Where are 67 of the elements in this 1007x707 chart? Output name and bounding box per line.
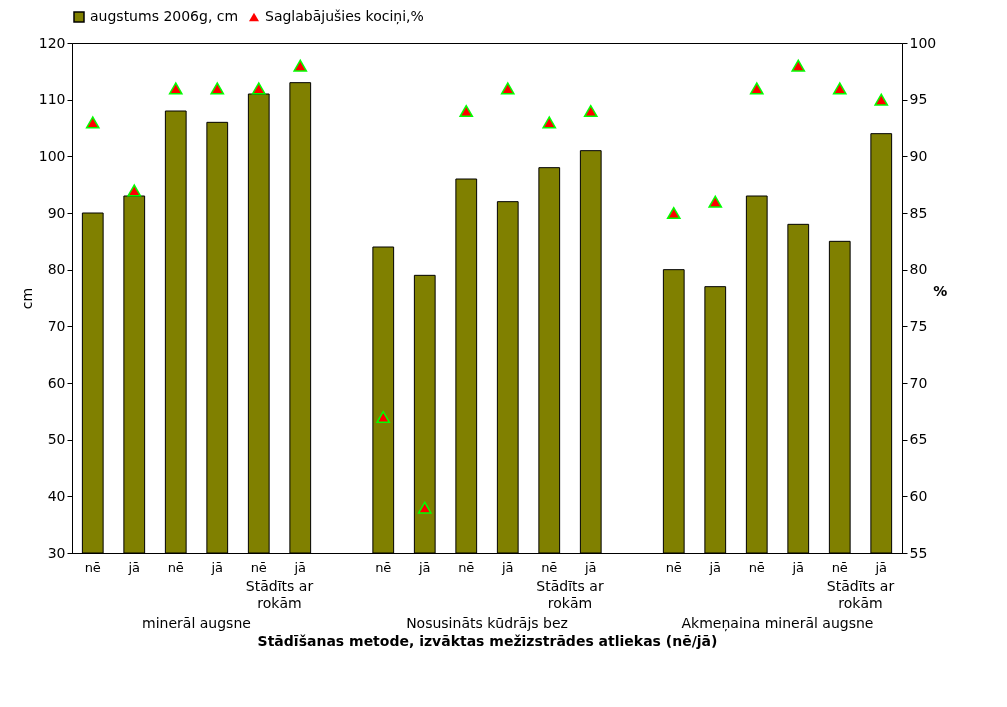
x-tick-label: jā xyxy=(210,559,224,575)
point xyxy=(708,195,723,208)
point xyxy=(542,116,557,129)
point xyxy=(832,82,847,95)
point xyxy=(500,82,515,95)
x-tick-label: nē xyxy=(831,559,848,575)
y2-tick-label: 80 xyxy=(909,261,928,278)
x-tick-label: nē xyxy=(748,559,765,575)
y2-tick-label: 75 xyxy=(909,317,928,334)
y2-tick-label: 95 xyxy=(909,91,928,108)
point xyxy=(874,93,889,106)
y-tick-label: 50 xyxy=(47,431,66,448)
y2-tick-label: 60 xyxy=(909,487,928,504)
x-tick-label: jā xyxy=(417,559,431,575)
x-tick-label: nē xyxy=(665,559,682,575)
point xyxy=(127,184,142,197)
text: Akmeņaina minerāl augsne xyxy=(681,615,874,632)
point xyxy=(376,410,391,424)
x-tick-label: jā xyxy=(708,559,722,575)
point xyxy=(417,501,432,514)
text: minerāl augsne xyxy=(142,615,251,631)
legend-label: Saglabājušies kociņi,% xyxy=(265,8,424,25)
y-tick-label: 90 xyxy=(47,204,66,221)
x-tick-label: nē xyxy=(458,559,475,575)
x-tick-label: jā xyxy=(500,559,514,575)
x-axis-title: Stādīšanas metode, izvāktas mežizstrādes atliekas (nē/jā) xyxy=(257,632,718,649)
x-tick-label: nē xyxy=(250,559,267,575)
y-tick-label: 80 xyxy=(47,261,66,278)
x-tick-label: nē xyxy=(167,559,184,575)
point xyxy=(251,82,266,95)
x-tick-label: jā xyxy=(791,559,805,575)
text: Stādīts ar rokām xyxy=(536,578,604,611)
y-tick-label: 60 xyxy=(47,374,66,391)
point xyxy=(210,82,225,95)
y-tick-label: 100 xyxy=(38,147,66,164)
y2-tick-label: 90 xyxy=(909,147,928,164)
point xyxy=(791,59,806,72)
y-tick-label: 110 xyxy=(38,91,66,108)
point xyxy=(583,104,598,118)
x-tick-label: nē xyxy=(541,559,558,575)
y-tick-label: 30 xyxy=(47,544,66,561)
x-tick-label: jā xyxy=(583,559,597,575)
x-tick-label: nē xyxy=(375,559,392,575)
y-axis-title: cm xyxy=(18,287,35,310)
text: Stādīts ar rokām xyxy=(826,578,895,611)
x-tick-label: jā xyxy=(127,559,141,575)
legend-label: augstums 2006g, cm xyxy=(90,8,239,24)
point xyxy=(293,59,308,72)
text: Stādīts ar rokām xyxy=(245,578,314,611)
y2-tick-label: 65 xyxy=(909,431,928,448)
y2-tick-label: 100 xyxy=(909,34,937,51)
x-tick-label: jā xyxy=(874,559,888,575)
point xyxy=(666,206,681,220)
y2-tick-label: 85 xyxy=(909,204,928,221)
point xyxy=(459,104,474,118)
x-tick-label: jā xyxy=(293,559,307,575)
y2-tick-label: 55 xyxy=(909,544,928,561)
point xyxy=(168,82,183,95)
y2-axis-title: % xyxy=(933,282,948,299)
y2-tick-label: 70 xyxy=(909,374,928,391)
point xyxy=(749,82,764,95)
point xyxy=(85,116,100,129)
y-tick-label: 70 xyxy=(47,317,66,334)
text: Nosusināts kūdrājs bez xyxy=(406,615,568,631)
y-tick-label: 120 xyxy=(38,34,66,51)
x-tick-label: nē xyxy=(84,559,101,575)
y-tick-label: 40 xyxy=(47,487,66,504)
